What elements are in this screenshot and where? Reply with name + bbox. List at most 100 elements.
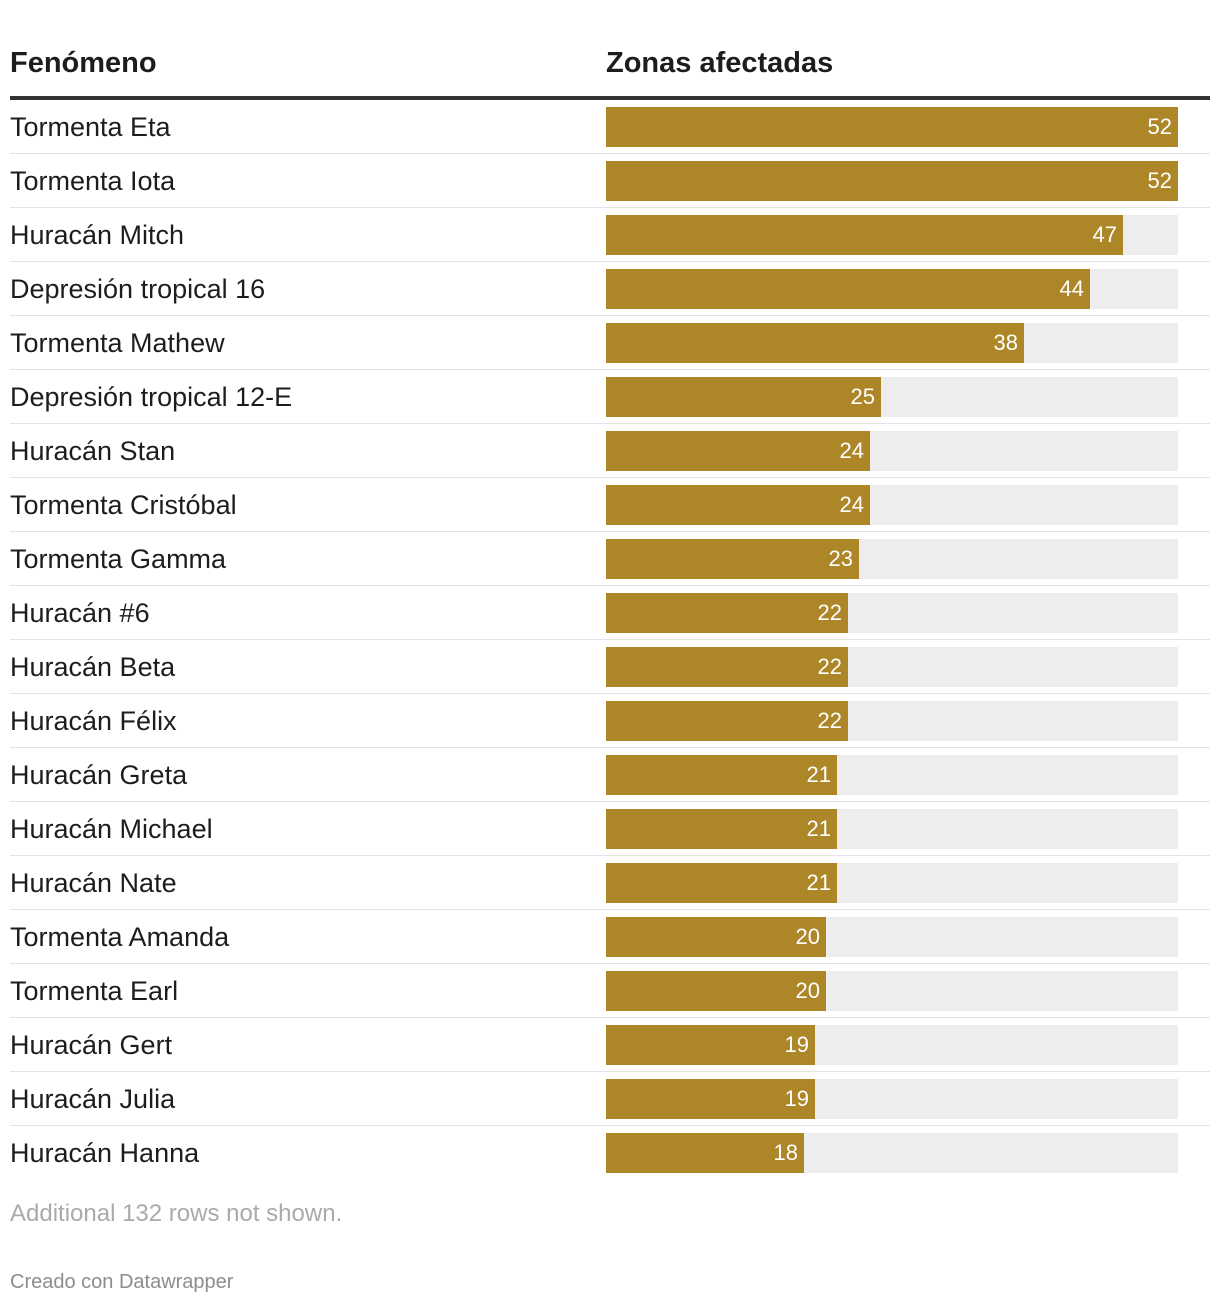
row-label: Tormenta Gamma <box>10 544 227 574</box>
bar: 44 <box>606 269 1090 309</box>
bar: 23 <box>606 539 859 579</box>
row-label: Huracán Félix <box>10 706 177 736</box>
bar: 52 <box>606 161 1178 201</box>
bar-track: 21 <box>606 863 1178 903</box>
table-row: Huracán Gert 19 <box>10 1018 1210 1072</box>
bar-value-label: 52 <box>1147 114 1172 139</box>
row-label: Huracán Stan <box>10 436 176 466</box>
table-row: Huracán Julia 19 <box>10 1072 1210 1126</box>
table-row: Tormenta Mathew 38 <box>10 316 1210 370</box>
column-header-zonas-afectadas[interactable]: Zonas afectadas <box>606 47 834 79</box>
bar-track: 23 <box>606 539 1178 579</box>
bar-track: 22 <box>606 647 1178 687</box>
bar-value-label: 24 <box>839 492 864 517</box>
row-label: Tormenta Iota <box>10 166 176 196</box>
row-label: Huracán Mitch <box>10 220 185 250</box>
bar: 38 <box>606 323 1024 363</box>
bar-value-label: 20 <box>795 924 820 949</box>
row-label: Huracán Gert <box>10 1030 173 1060</box>
table-row: Huracán Hanna 18 <box>10 1126 1210 1180</box>
bar-track: 22 <box>606 701 1178 741</box>
bar-track: 21 <box>606 755 1178 795</box>
bar: 22 <box>606 701 848 741</box>
bar-value-label: 25 <box>850 384 875 409</box>
bar-track: 19 <box>606 1079 1178 1119</box>
row-label: Huracán Nate <box>10 868 177 898</box>
bar-track: 52 <box>606 107 1178 147</box>
row-label: Tormenta Amanda <box>10 922 230 952</box>
bar-value-label: 52 <box>1147 168 1172 193</box>
bar: 22 <box>606 647 848 687</box>
table-row: Huracán Michael 21 <box>10 802 1210 856</box>
bar-track: 24 <box>606 485 1178 525</box>
bar-value-label: 21 <box>806 870 831 895</box>
bar-track: 20 <box>606 917 1178 957</box>
bar-value-label: 22 <box>817 654 842 679</box>
bar-value-label: 47 <box>1092 222 1117 247</box>
bar-track: 18 <box>606 1133 1178 1173</box>
rows-not-shown-note: Additional 132 rows not shown. <box>10 1200 343 1227</box>
table-row: Huracán Stan 24 <box>10 424 1210 478</box>
bar-value-label: 19 <box>784 1032 809 1057</box>
table-header: Fenómeno Zonas afectadas <box>10 0 1210 100</box>
table-row: Tormenta Gamma 23 <box>10 532 1210 586</box>
table-row: Depresión tropical 12-E 25 <box>10 370 1210 424</box>
table-row: Huracán Félix 22 <box>10 694 1210 748</box>
row-label: Huracán #6 <box>10 598 150 628</box>
column-header-fenomeno[interactable]: Fenómeno <box>10 47 157 79</box>
table-row: Huracán Mitch 47 <box>10 208 1210 262</box>
bar: 22 <box>606 593 848 633</box>
bar: 21 <box>606 755 837 795</box>
table-row: Huracán #6 22 <box>10 586 1210 640</box>
bar: 25 <box>606 377 881 417</box>
bar-track: 24 <box>606 431 1178 471</box>
bar-value-label: 38 <box>993 330 1018 355</box>
table-row: Huracán Greta 21 <box>10 748 1210 802</box>
bar-track: 25 <box>606 377 1178 417</box>
bar-track: 38 <box>606 323 1178 363</box>
bar: 24 <box>606 485 870 525</box>
bar: 18 <box>606 1133 804 1173</box>
row-label: Huracán Beta <box>10 652 176 682</box>
table-row: Tormenta Iota 52 <box>10 154 1210 208</box>
bar: 21 <box>606 809 837 849</box>
bar: 19 <box>606 1025 815 1065</box>
bar-value-label: 22 <box>817 708 842 733</box>
bar-track: 19 <box>606 1025 1178 1065</box>
row-label: Tormenta Earl <box>10 976 179 1006</box>
row-label: Huracán Michael <box>10 814 213 844</box>
bar-value-label: 22 <box>817 600 842 625</box>
bar-value-label: 24 <box>839 438 864 463</box>
row-label: Tormenta Mathew <box>10 328 225 358</box>
table-row: Huracán Nate 21 <box>10 856 1210 910</box>
data-table: Fenómeno Zonas afectadas Tormenta Eta 52 T… <box>10 0 1210 1180</box>
table-row: Tormenta Cristóbal 24 <box>10 478 1210 532</box>
credit-text: Creado con Datawrapper <box>10 1271 234 1293</box>
bar: 20 <box>606 971 826 1011</box>
bar-track: 47 <box>606 215 1178 255</box>
bar-value-label: 23 <box>828 546 853 571</box>
row-label: Huracán Greta <box>10 760 188 790</box>
table-row: Huracán Beta 22 <box>10 640 1210 694</box>
bar: 20 <box>606 917 826 957</box>
bar-track: 52 <box>606 161 1178 201</box>
bar-track: 20 <box>606 971 1178 1011</box>
table-row: Tormenta Eta 52 <box>10 100 1210 154</box>
row-label: Tormenta Cristóbal <box>10 490 237 520</box>
bar-track: 21 <box>606 809 1178 849</box>
bar-value-label: 44 <box>1059 276 1084 301</box>
bar-track: 22 <box>606 593 1178 633</box>
table-row: Depresión tropical 16 44 <box>10 262 1210 316</box>
bar: 19 <box>606 1079 815 1119</box>
bar-value-label: 21 <box>806 816 831 841</box>
bar-track: 44 <box>606 269 1178 309</box>
table-body: Tormenta Eta 52 Tormenta Iota 52 Huracán Mit… <box>10 100 1210 1180</box>
bar-value-label: 18 <box>773 1140 798 1165</box>
bar: 21 <box>606 863 837 903</box>
bar-value-label: 20 <box>795 978 820 1003</box>
bar: 52 <box>606 107 1178 147</box>
row-label: Tormenta Eta <box>10 112 171 142</box>
table-row: Tormenta Amanda 20 <box>10 910 1210 964</box>
bar: 47 <box>606 215 1123 255</box>
table-row: Tormenta Earl 20 <box>10 964 1210 1018</box>
